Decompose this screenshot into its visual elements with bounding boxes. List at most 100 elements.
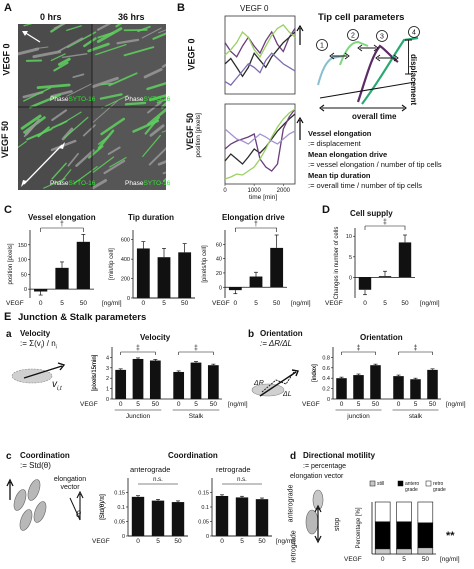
category-label: 5 — [240, 538, 244, 545]
panel-a-letter: A — [4, 2, 12, 14]
category-label: 0 — [397, 401, 401, 408]
ec2-title: retrograde — [216, 465, 251, 474]
vessel-sprout — [97, 129, 115, 150]
ed-formula: := percentage — [303, 463, 347, 470]
c2-ylabel: [min/tip cell] — [109, 248, 115, 280]
vegf-label: VEGF — [212, 300, 230, 307]
sig-bracket — [235, 227, 277, 232]
velocity-arrow-icon — [23, 362, 66, 379]
y-tick-label: 1 — [106, 387, 109, 393]
ec1-bar — [131, 496, 145, 536]
ec1-ylabel: [Std(θ)/π] — [100, 494, 106, 520]
def-text-2: := vessel elongation / number of tip cel… — [308, 160, 442, 169]
vessel-sprout — [160, 102, 166, 109]
ea-formula-end: ) / n — [41, 339, 56, 348]
y-tick-label: 0 — [219, 285, 222, 291]
ea-formula-sub: i — [40, 344, 42, 351]
vessel-sprout — [103, 159, 126, 175]
vessel-sprout — [73, 166, 98, 185]
c1-ylabel: position [pixels] — [8, 243, 14, 284]
y-tick-label: 60 — [216, 242, 222, 248]
x-tick-label: 1000 — [247, 188, 261, 194]
y-tick-label: 50 — [21, 272, 27, 278]
vessel-sprout — [75, 149, 95, 167]
vessel-sprout — [23, 87, 52, 102]
tip-trace — [361, 36, 419, 105]
category-label: 50 — [422, 556, 430, 563]
overall-time-arrow — [319, 104, 407, 112]
ea-name: Velocity — [20, 329, 51, 338]
double-arrow — [375, 54, 399, 62]
ed-stacked-bar — [396, 548, 412, 555]
eb-bar — [427, 369, 438, 399]
c3-bar — [249, 276, 263, 288]
vessel-sprout — [66, 83, 93, 97]
sig-bracket — [364, 225, 406, 230]
category-label: 50 — [210, 401, 218, 408]
y-tick-label: 100 — [18, 258, 27, 264]
vessel-sprout — [51, 120, 68, 129]
vessel-sprout — [116, 38, 140, 45]
def-term-2: Mean elongation drive — [308, 150, 388, 159]
vessel-sprout — [162, 171, 166, 175]
ed-stars: ** — [446, 530, 455, 542]
b-top-chart-frame — [224, 15, 296, 95]
sig-bracket — [341, 351, 376, 355]
c1-title: Vessel elongation — [28, 213, 96, 222]
ec2-bar — [255, 499, 269, 536]
sig-bracket — [120, 351, 156, 355]
vessel-sprout — [132, 119, 160, 133]
category-label: 50 — [80, 300, 88, 307]
vessel-sprout — [156, 98, 166, 104]
legend-swatch — [369, 480, 376, 487]
arrow-head — [59, 142, 65, 149]
eb-ylabel: [index] — [312, 364, 318, 382]
stain-syto: SYTO-16 — [68, 96, 96, 103]
category-label: 50 — [372, 401, 380, 408]
vessel-sprout — [53, 61, 69, 72]
sig-mark: † — [60, 221, 64, 228]
ec2-bar — [215, 495, 229, 536]
vessel-sprout — [146, 107, 166, 126]
stain-phase: Phase — [50, 180, 69, 187]
category-label: 50 — [401, 300, 409, 307]
group-label: Junction — [126, 413, 151, 420]
ed-stacked-bar — [417, 522, 434, 549]
sig-mark: ‡ — [357, 345, 361, 352]
vessel-sprout — [57, 37, 83, 53]
vessel-sprout — [59, 169, 72, 184]
vessel-sprout — [97, 24, 112, 31]
step-number: 4 — [412, 30, 416, 37]
y-tick-label: 4 — [106, 355, 109, 361]
legend-label: still — [377, 481, 384, 487]
c3-title: Elongation drive — [222, 213, 285, 222]
ec-ylabel: [Std(θ)/π] — [100, 494, 106, 520]
cell-icon — [13, 489, 27, 511]
c1-bar — [34, 289, 48, 292]
tip-trace — [317, 55, 345, 86]
y-tick-label: 0 — [127, 296, 130, 302]
vessel-sprout — [36, 83, 71, 89]
category-label: 0 — [119, 401, 123, 408]
ed-stacked-bar — [396, 521, 412, 550]
vessel-sprout — [66, 31, 97, 49]
vegf-label: VEGF — [92, 538, 110, 545]
ea-bar — [190, 362, 202, 399]
vessel-sprout — [149, 124, 165, 137]
vessel-sprout — [32, 50, 62, 59]
step-number: 3 — [380, 34, 384, 41]
category-label: 0 — [381, 556, 385, 563]
category-label: 5 — [136, 401, 140, 408]
y-tick-label: 0 — [206, 534, 209, 540]
ea-ylabel: [pixels/15min] — [92, 354, 98, 391]
eb-bar — [410, 379, 421, 399]
step-number: 2 — [351, 33, 355, 40]
y-tick-label: 0 — [327, 397, 330, 403]
ea-bar — [149, 360, 161, 399]
category-label: 5 — [60, 300, 64, 307]
path-icon — [261, 371, 295, 393]
tip-trace — [356, 44, 399, 103]
y-tick-label: 0.1 — [117, 505, 125, 511]
category-label: 50 — [429, 401, 437, 408]
vessel-sprout — [108, 72, 138, 87]
